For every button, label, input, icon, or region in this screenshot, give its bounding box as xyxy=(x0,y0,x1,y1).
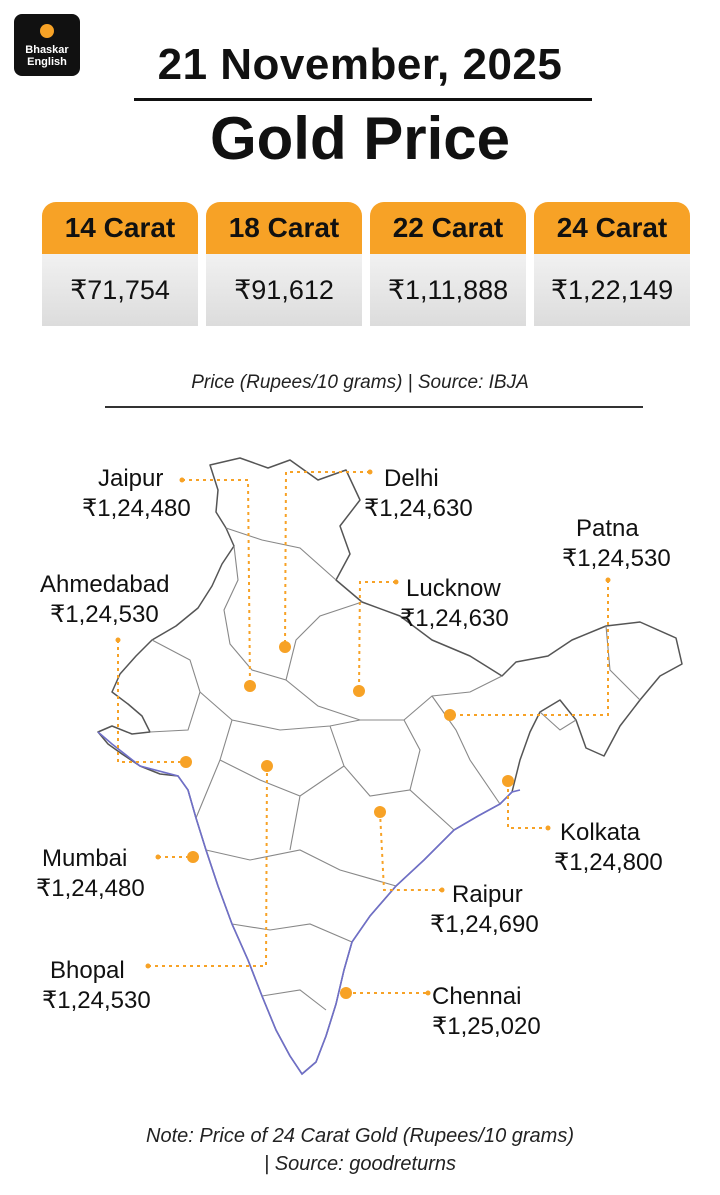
lucknow-dot xyxy=(353,685,365,697)
footer-note: Note: Price of 24 Carat Gold (Rupees/10 … xyxy=(0,1122,720,1178)
patna-dot xyxy=(444,709,456,721)
city-label-lucknow: Lucknow ₹1,24,630 xyxy=(400,574,509,634)
coastline xyxy=(97,731,521,1076)
city-price: ₹1,24,630 xyxy=(400,605,509,632)
city-name: Raipur xyxy=(452,881,523,908)
city-price: ₹1,24,800 xyxy=(554,849,663,876)
state-borders xyxy=(149,527,641,1011)
city-label-jaipur: Jaipur ₹1,24,480 xyxy=(82,464,191,524)
carat-price: ₹71,754 xyxy=(42,254,198,326)
city-name: Mumbai xyxy=(42,845,128,872)
carat-label: 22 Carat xyxy=(370,202,526,254)
carat-card-22: 22 Carat ₹1,11,888 xyxy=(370,202,526,326)
page-title: Gold Price xyxy=(209,105,511,172)
city-name: Ahmedabad xyxy=(40,571,170,598)
raipur-leader-line xyxy=(379,811,442,891)
kolkata-dot xyxy=(502,775,514,787)
city-label-patna: Patna ₹1,24,530 xyxy=(562,514,671,574)
city-name: Delhi xyxy=(384,465,439,492)
delhi-leader-line xyxy=(284,471,370,648)
note-line1: Note: Price of 24 Carat Gold (Rupees/10 … xyxy=(146,1125,574,1147)
logo-line2: English xyxy=(27,56,67,68)
city-price: ₹1,25,020 xyxy=(432,1013,541,1040)
city-name: Patna xyxy=(576,515,639,542)
date-title: 21 November, 2025 xyxy=(157,40,563,89)
bhopal-leader-line xyxy=(148,765,268,967)
city-name: Lucknow xyxy=(406,575,501,602)
ahmedabad-leader-line xyxy=(117,640,186,763)
jaipur-dot xyxy=(244,680,256,692)
raipur-dot xyxy=(374,806,386,818)
city-name: Chennai xyxy=(432,983,522,1010)
lucknow-leader-line xyxy=(358,581,396,692)
carat-label: 14 Carat xyxy=(42,202,198,254)
patna-leader-line xyxy=(450,580,609,716)
source-divider xyxy=(105,406,643,408)
chennai-dot xyxy=(340,987,352,999)
jaipur-leader-line xyxy=(182,479,251,686)
bhaskar-english-logo: Bhaskar English xyxy=(14,14,80,76)
city-price: ₹1,24,530 xyxy=(50,601,159,628)
logo-dot-icon xyxy=(40,24,54,38)
ahmedabad-dot xyxy=(180,756,192,768)
carat-card-24: 24 Carat ₹1,22,149 xyxy=(534,202,690,326)
carat-card-14: 14 Carat ₹71,754 xyxy=(42,202,198,326)
ibja-source-line: Price (Rupees/10 grams) | Source: IBJA xyxy=(191,372,529,393)
city-price: ₹1,24,480 xyxy=(82,495,191,522)
city-label-delhi: Delhi ₹1,24,630 xyxy=(364,464,473,524)
india-map xyxy=(97,457,683,1076)
city-price: ₹1,24,690 xyxy=(430,911,539,938)
carat-label: 18 Carat xyxy=(206,202,362,254)
carat-card-18: 18 Carat ₹91,612 xyxy=(206,202,362,326)
logo-line1: Bhaskar xyxy=(25,44,69,56)
city-price: ₹1,24,530 xyxy=(42,987,151,1014)
city-name: Kolkata xyxy=(560,819,641,846)
carat-price: ₹91,612 xyxy=(206,254,362,326)
kolkata-leader-line xyxy=(507,782,548,829)
city-price: ₹1,24,630 xyxy=(364,495,473,522)
city-label-mumbai: Mumbai ₹1,24,480 xyxy=(36,844,145,904)
city-label-bhopal: Bhopal ₹1,24,530 xyxy=(42,956,151,1016)
bhopal-dot xyxy=(261,760,273,772)
city-label-ahmedabad: Ahmedabad ₹1,24,530 xyxy=(40,570,169,630)
mumbai-dot xyxy=(187,851,199,863)
city-label-kolkata: Kolkata ₹1,24,800 xyxy=(554,818,663,878)
date-underline xyxy=(134,98,592,101)
city-price: ₹1,24,480 xyxy=(36,875,145,902)
city-name: Jaipur xyxy=(98,465,164,492)
note-line2: | Source: goodreturns xyxy=(264,1153,456,1175)
city-label-raipur: Raipur ₹1,24,690 xyxy=(430,880,539,940)
city-name: Bhopal xyxy=(50,957,125,984)
city-price: ₹1,24,530 xyxy=(562,545,671,572)
carat-price: ₹1,11,888 xyxy=(370,254,526,326)
carat-label: 24 Carat xyxy=(534,202,690,254)
carat-price: ₹1,22,149 xyxy=(534,254,690,326)
city-label-chennai: Chennai ₹1,25,020 xyxy=(432,982,541,1042)
delhi-dot xyxy=(279,641,291,653)
